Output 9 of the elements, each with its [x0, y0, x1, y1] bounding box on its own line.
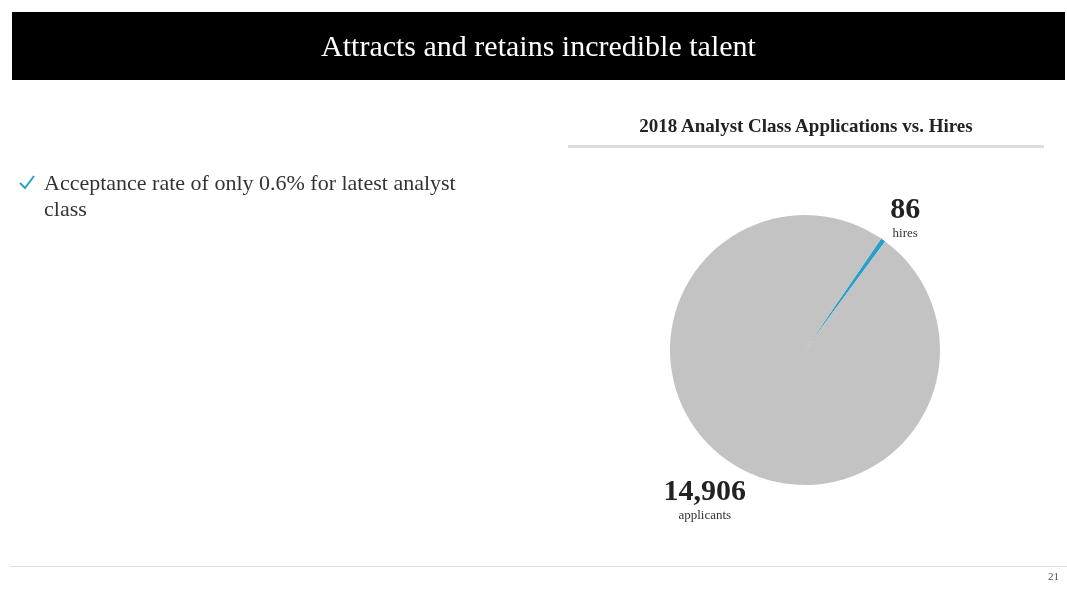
pie-slice [805, 238, 886, 350]
slice-label: hires [892, 225, 918, 240]
data-label: 86 [890, 191, 921, 224]
chart-title: Attracts and retains incredible talent [12, 12, 1065, 80]
text: 21 [1048, 570, 1059, 582]
slice-label: applicants [678, 507, 732, 522]
data-label: 14,906 [663, 473, 747, 506]
text: Acceptance rate of only 0.6% for latest analyst class [44, 170, 457, 222]
chart-subtitle: 2018 Analyst Class Applications vs. Hires [568, 115, 1044, 148]
